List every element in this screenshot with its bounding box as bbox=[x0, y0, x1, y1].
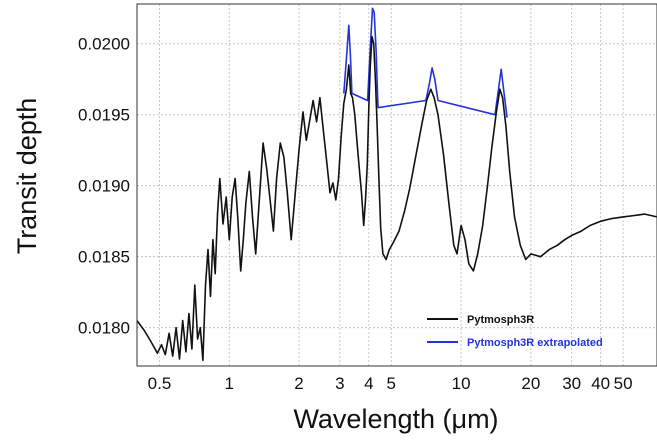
y-axis-title: Transit depth bbox=[12, 98, 42, 255]
plot-frame bbox=[136, 3, 657, 367]
x-tick-label: 4 bbox=[364, 374, 373, 393]
x-tick-label: 5 bbox=[387, 374, 396, 393]
series-layer bbox=[136, 7, 657, 362]
x-tick-label: 50 bbox=[614, 374, 633, 393]
y-tick-label: 0.0195 bbox=[78, 106, 130, 125]
x-tick-label: 10 bbox=[452, 374, 471, 393]
legend: Pytmosph3R Pytmosph3R extrapolated bbox=[427, 314, 603, 349]
legend-label-pytmosph3r: Pytmosph3R bbox=[467, 314, 534, 326]
grid bbox=[137, 4, 657, 366]
x-axis-title: Wavelength (μm) bbox=[293, 404, 498, 434]
y-tick-label: 0.0190 bbox=[78, 177, 130, 196]
y-tick-label: 0.0200 bbox=[78, 35, 130, 54]
x-tick-label: 20 bbox=[521, 374, 540, 393]
tick-labels: 0.5 1 2 3 4 5 10 20 30 40 50 0.0180 0.0185 0.0190 0.01… bbox=[78, 35, 633, 393]
legend-label-pytmosph3r-extrapolated: Pytmosph3R extrapolated bbox=[467, 337, 603, 349]
x-tick-label: 40 bbox=[591, 374, 610, 393]
y-tick-label: 0.0180 bbox=[78, 319, 130, 338]
y-tick-label: 0.0185 bbox=[78, 248, 130, 267]
x-tick-label: 30 bbox=[562, 374, 581, 393]
x-tick-label: 3 bbox=[335, 374, 344, 393]
x-tick-label: 2 bbox=[294, 374, 303, 393]
x-tick-label: 1 bbox=[225, 374, 234, 393]
x-tick-label: 0.5 bbox=[148, 374, 172, 393]
series-line-pytmosph3r bbox=[136, 35, 657, 362]
series-line-pytmosph3r-extrapolated bbox=[343, 7, 508, 118]
